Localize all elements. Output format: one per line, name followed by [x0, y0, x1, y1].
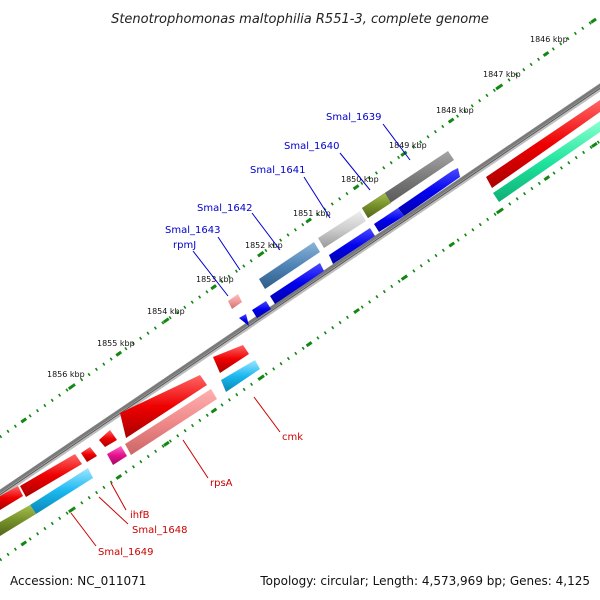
lower-reverse-track	[0, 360, 260, 536]
gene-label: ihfB	[130, 510, 150, 521]
gene-arrow	[270, 263, 324, 304]
ruler-tick	[447, 117, 455, 124]
ruler-label: 1855 kbp	[97, 339, 135, 348]
ruler-label: 1851 kbp	[293, 209, 331, 218]
ruler-tick	[305, 217, 312, 224]
gene-block	[228, 294, 242, 309]
gene-arrow	[329, 228, 375, 264]
ruler-tick	[210, 284, 217, 291]
ruler-ticks	[20, 17, 598, 547]
ruler-tick	[162, 317, 170, 324]
ruler-tick	[400, 274, 408, 281]
ruler-tick	[115, 350, 123, 357]
ruler-label: 1854 kbp	[147, 307, 185, 316]
upper-gene-leaders	[192, 123, 411, 297]
gene-block	[221, 360, 260, 392]
gene-block	[318, 211, 366, 248]
gene-block	[486, 100, 600, 188]
ruler-tick	[68, 507, 75, 514]
ruler-inner-dots	[0, 139, 600, 562]
gene-arrow	[213, 345, 249, 373]
summary-text: Topology: circular; Length: 4,573,969 bp…	[259, 574, 590, 588]
gene-label: Smal_1643	[165, 225, 220, 236]
ruler-tick	[448, 241, 456, 248]
ruler-tick	[163, 440, 170, 447]
ruler-outer-dots	[0, 17, 597, 439]
ruler-tick	[210, 407, 218, 414]
ruler-tick	[258, 374, 265, 381]
ruler-tick	[543, 175, 551, 182]
gene-block	[125, 389, 217, 455]
gene-arrow	[99, 430, 117, 447]
ruler-label: 1856 kbp	[47, 370, 85, 379]
ruler-tick	[495, 208, 503, 215]
ruler-tick	[353, 307, 360, 314]
ruler-label: 1846 kbp	[530, 35, 568, 44]
ruler-tick	[591, 141, 598, 148]
genome-backbone	[0, 83, 600, 498]
gene-arrow	[398, 168, 460, 216]
ruler-tick	[352, 184, 360, 191]
gene-label: rpmJ	[173, 240, 196, 251]
ruler-tick	[67, 384, 75, 391]
upper-reverse-track	[239, 121, 600, 326]
ruler-label: 1852 kbp	[245, 241, 283, 250]
ruler-tick	[305, 341, 313, 348]
ruler-tick	[590, 17, 597, 24]
upper-gene-labels: Smal_1639 Smal_1640 Smal_1641 Smal_1642 …	[165, 112, 381, 251]
ruler-tick	[115, 474, 123, 480]
ruler-label: 1850 kbp	[341, 175, 379, 184]
gene-arrow	[252, 301, 271, 318]
gene-block	[20, 454, 82, 497]
gene-block	[493, 121, 600, 202]
lower-gene-leaders	[70, 396, 281, 547]
gene-label: Smal_1641	[250, 165, 305, 176]
gene-block	[0, 505, 36, 536]
gene-arrow	[0, 486, 23, 510]
gene-label: Smal_1649	[98, 547, 153, 558]
ruler-tick	[400, 150, 407, 157]
accession-text: Accession: NC_011071	[10, 574, 146, 588]
gene-label: Smal_1648	[132, 525, 187, 536]
gene-arrow	[120, 375, 207, 438]
gene-label: Smal_1640	[284, 141, 339, 152]
gene-label: rpsA	[210, 478, 233, 489]
upper-forward-track	[228, 100, 600, 309]
ruler-tick	[542, 51, 550, 57]
lower-gene-labels: cmk rpsA ihfB Smal_1648 Smal_1649	[98, 432, 303, 558]
gene-block	[107, 446, 127, 465]
gene-block	[30, 468, 93, 514]
ruler-label: 1848 kbp	[436, 106, 474, 115]
gene-arrow	[239, 314, 249, 326]
ruler-tick	[495, 84, 502, 91]
gene-block	[259, 242, 320, 289]
ruler-labels: 1846 kbp 1847 kbp 1848 kbp 1849 kbp 1850…	[47, 35, 568, 379]
ruler-tick	[257, 250, 265, 257]
ruler-tick	[20, 540, 28, 547]
ruler-tick	[20, 417, 28, 424]
lower-forward-track	[0, 345, 249, 510]
gene-label: Smal_1639	[326, 112, 381, 123]
ruler-label: 1849 kbp	[389, 141, 427, 150]
gene-arrow	[81, 447, 97, 462]
gene-block	[362, 193, 391, 218]
page-title: Stenotrophomonas maltophilia R551-3, com…	[111, 12, 489, 27]
gene-label: Smal_1642	[197, 203, 252, 214]
gene-label: cmk	[282, 432, 303, 443]
gene-arrow	[374, 208, 404, 232]
ruler-label: 1847 kbp	[483, 70, 521, 79]
